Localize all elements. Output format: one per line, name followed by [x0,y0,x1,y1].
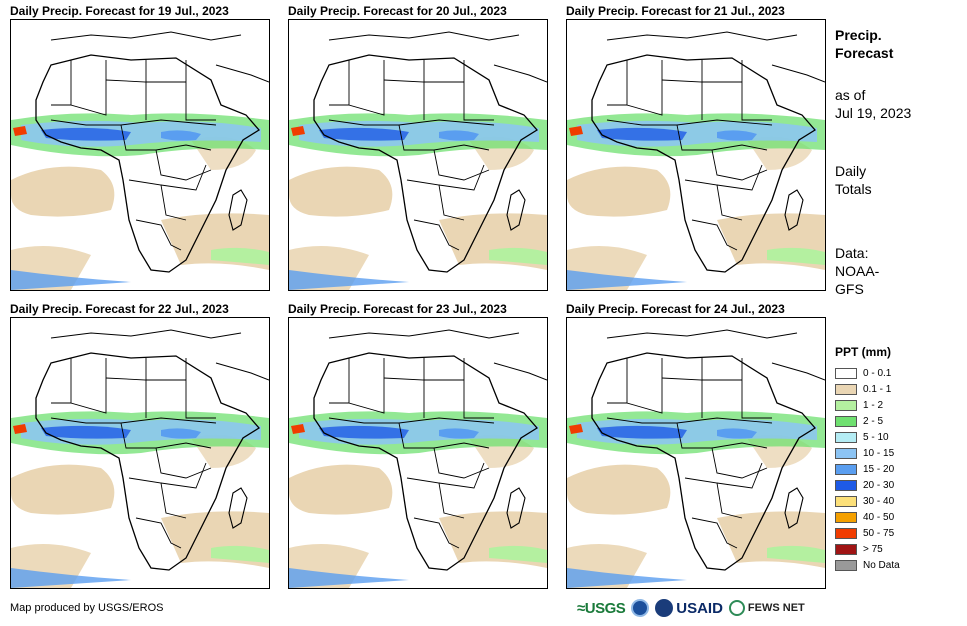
precip-legend: PPT (mm) 0 - 0.1 0.1 - 1 1 - 2 2 - 5 5 - 10 1… [835,345,900,573]
noaa-logo-icon [631,599,650,617]
legend-swatch [835,447,857,459]
data-line-2: NOAA- [835,263,880,279]
legend-item: 15 - 20 [835,461,900,477]
legend-label: 15 - 20 [863,463,895,475]
panel-title: Daily Precip. Forecast for 23 Jul., 2023 [288,302,507,316]
legend-item: 10 - 15 [835,445,900,461]
forecast-panel-5: Daily Precip. Forecast for 23 Jul., 2023 [288,302,548,589]
precip-map [288,317,548,589]
legend-swatch [835,543,857,555]
data-line-1: Data: [835,245,869,261]
legend-swatch [835,479,857,491]
legend-label: 0 - 0.1 [863,367,892,379]
partner-logos: ≈USGS USAID FEWS NET [577,597,805,619]
panel-title: Daily Precip. Forecast for 20 Jul., 2023 [288,4,507,18]
legend-swatch [835,367,857,379]
asof-line-2: Jul 19, 2023 [835,105,912,121]
forecast-panel-2: Daily Precip. Forecast for 20 Jul., 2023 [288,4,548,291]
legend-item: 50 - 75 [835,525,900,541]
usaid-logo: USAID [655,599,723,617]
data-source: Data: NOAA- GFS [835,244,879,298]
usgs-logo: ≈USGS [577,599,626,617]
title-line-1: Precip. [835,27,882,43]
precip-map [288,19,548,291]
legend-item: 0.1 - 1 [835,381,900,397]
legend-swatch [835,527,857,539]
legend-swatch [835,431,857,443]
product-title: Precip. Forecast [835,26,893,62]
legend-label: 1 - 2 [863,399,884,411]
daily-line-1: Daily [835,163,867,179]
legend-label: 40 - 50 [863,511,895,523]
legend-label: 2 - 5 [863,415,884,427]
legend-swatch [835,495,857,507]
precip-map [10,317,270,589]
legend-label: 30 - 40 [863,495,895,507]
legend-label: 5 - 10 [863,431,889,443]
fews-net-logo: FEWS NET [747,602,805,614]
as-of-date: as of Jul 19, 2023 [835,86,911,122]
legend-item: > 75 [835,541,900,557]
legend-swatch [835,511,857,523]
legend-label: 50 - 75 [863,527,895,539]
legend-label: 0.1 - 1 [863,383,892,395]
panel-title: Daily Precip. Forecast for 24 Jul., 2023 [566,302,785,316]
forecast-panel-4: Daily Precip. Forecast for 22 Jul., 2023 [10,302,270,589]
forecast-panel-1: Daily Precip. Forecast for 19 Jul., 2023 [10,4,270,291]
legend-swatch [835,463,857,475]
legend-swatch [835,415,857,427]
title-line-2: Forecast [835,45,894,61]
fews-globe-icon [728,600,745,616]
legend-item: No Data [835,557,900,573]
legend-title: PPT (mm) [835,345,892,359]
panel-title: Daily Precip. Forecast for 22 Jul., 2023 [10,302,229,316]
data-line-3: GFS [835,281,864,297]
legend-item: 20 - 30 [835,477,900,493]
legend-item: 30 - 40 [835,493,900,509]
precip-map [10,19,270,291]
panel-title: Daily Precip. Forecast for 19 Jul., 2023 [10,4,229,18]
precip-map [566,19,826,291]
usaid-seal-icon [655,599,674,617]
panel-title: Daily Precip. Forecast for 21 Jul., 2023 [566,4,785,18]
legend-item: 0 - 0.1 [835,365,900,381]
daily-line-2: Totals [835,181,872,197]
legend-swatch [835,383,857,395]
map-credit: Map produced by USGS/EROS [10,602,164,614]
asof-line-1: as of [835,87,866,103]
daily-totals-note: Daily Totals [835,162,872,198]
forecast-panel-6: Daily Precip. Forecast for 24 Jul., 2023 [566,302,826,589]
legend-label: 20 - 30 [863,479,895,491]
legend-label: 10 - 15 [863,447,895,459]
legend-swatch [835,559,857,571]
legend-item: 1 - 2 [835,397,900,413]
legend-swatch [835,399,857,411]
legend-label: No Data [863,559,900,571]
legend-label: > 75 [863,543,883,555]
usaid-logo-text: USAID [676,599,723,617]
precip-map [566,317,826,589]
legend-item: 5 - 10 [835,429,900,445]
legend-item: 2 - 5 [835,413,900,429]
forecast-panel-3: Daily Precip. Forecast for 21 Jul., 2023 [566,4,826,291]
legend-item: 40 - 50 [835,509,900,525]
